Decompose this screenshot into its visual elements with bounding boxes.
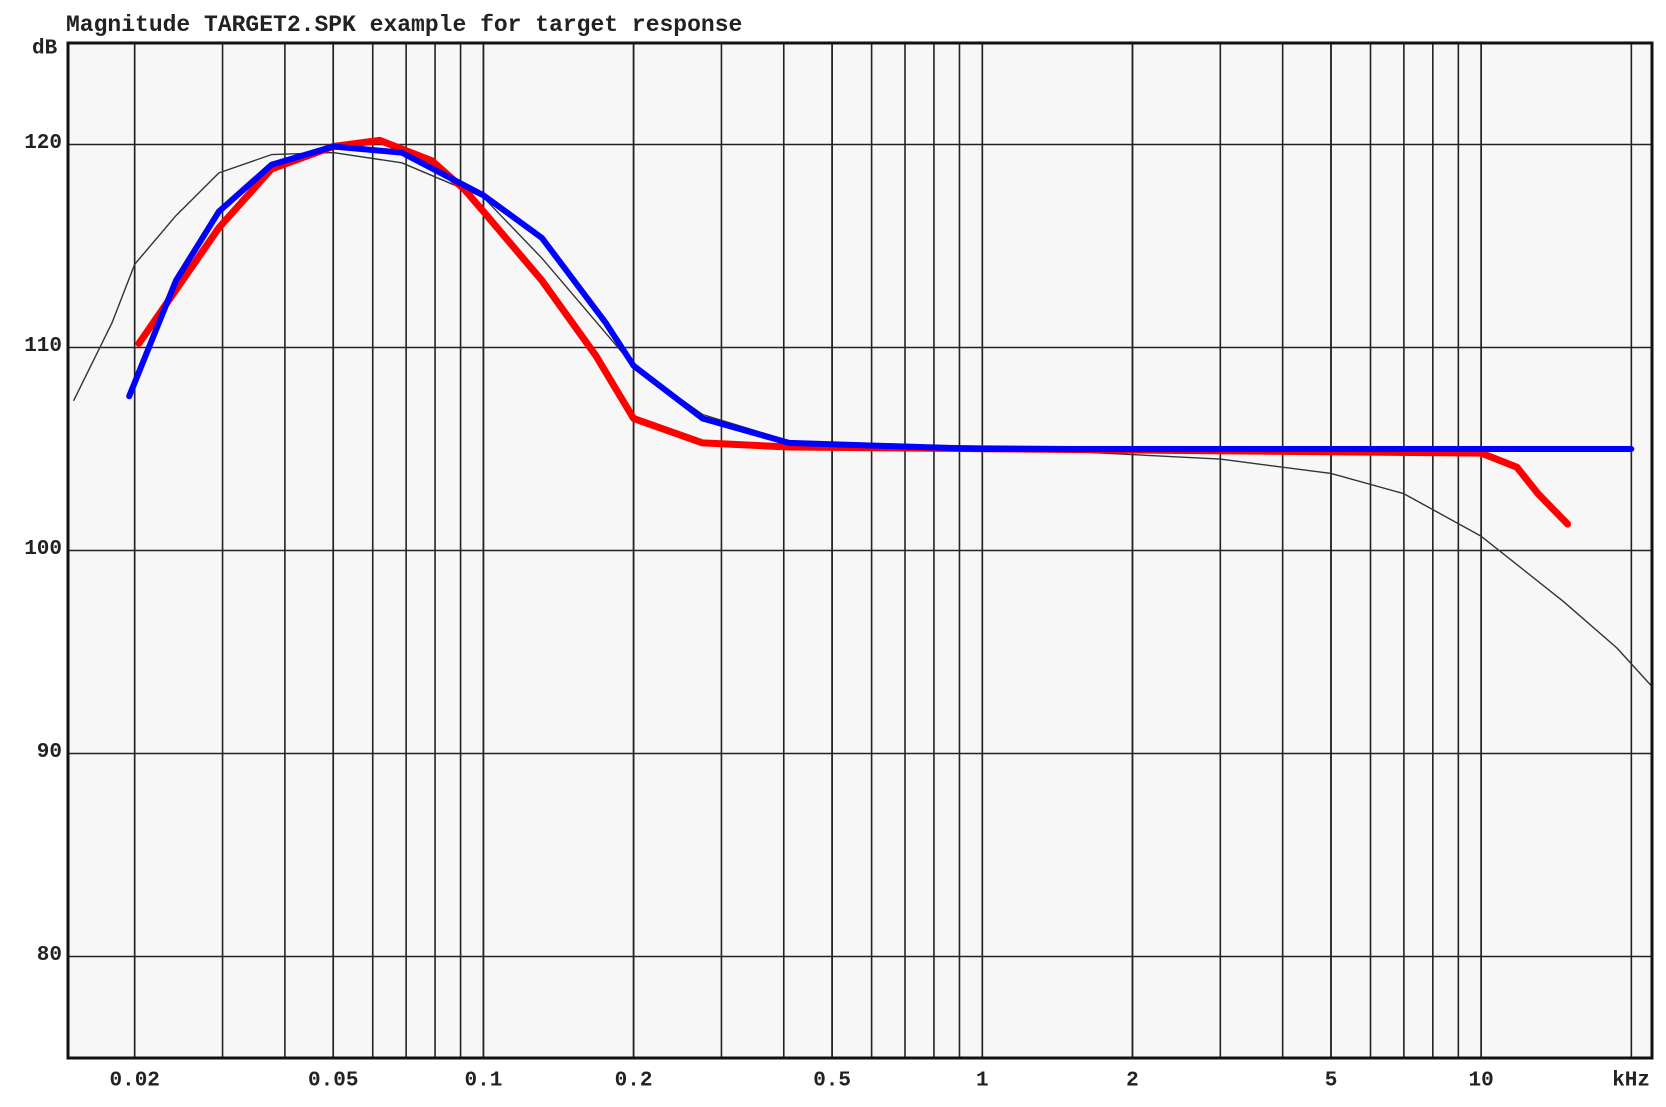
- x-tick-label: 1: [976, 1070, 989, 1093]
- y-tick-label: 120: [24, 132, 62, 155]
- y-axis-unit: dB: [32, 38, 58, 61]
- x-tick-label: 0.05: [308, 1070, 358, 1093]
- y-tick-label: 110: [24, 335, 62, 358]
- chart-title: Magnitude TARGET2.SPK example for target…: [66, 12, 742, 38]
- plot-frame: [66, 41, 1654, 1060]
- series-line: [126, 143, 1635, 452]
- x-tick-label: 0.1: [465, 1070, 503, 1093]
- y-tick-label: 100: [24, 538, 62, 561]
- x-tick-label: 5: [1325, 1070, 1338, 1093]
- lines: [73, 136, 1653, 688]
- x-tick-label: 0.02: [109, 1070, 159, 1093]
- y-tick-label: 90: [37, 741, 62, 764]
- y-tick-label: 80: [37, 944, 62, 967]
- x-tick-label: 0.5: [813, 1070, 851, 1093]
- x-axis-unit: kHz: [1612, 1070, 1650, 1093]
- x-tick-label: 0.2: [615, 1070, 653, 1093]
- x-tick-label: 10: [1469, 1070, 1494, 1093]
- grid: [68, 43, 1652, 1058]
- x-tick-label: 2: [1126, 1070, 1139, 1093]
